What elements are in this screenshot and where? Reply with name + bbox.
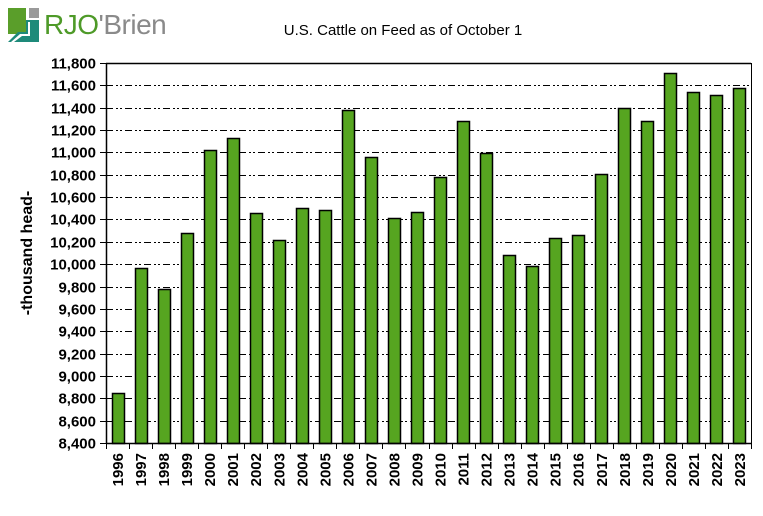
y-tick-label: 11,400 [51,101,96,118]
x-tick-label: 2015 [548,453,565,486]
x-tick-label: 2022 [709,453,726,486]
y-tick-label: 9,400 [58,324,96,341]
y-tick-label: 9,600 [58,302,96,319]
x-tick-label: 2006 [340,453,357,486]
bar-1997 [134,267,149,445]
x-tick-label: 2004 [294,452,311,486]
bar-2002 [249,212,264,445]
y-tick-label: 9,000 [58,369,96,386]
bar-2016 [571,234,586,445]
x-tick-label: 1997 [133,453,150,486]
y-tick-label: 10,800 [50,168,96,185]
chart-title: U.S. Cattle on Feed as of October 1 [284,22,522,39]
bar-2014 [525,265,540,445]
y-tick-label: 8,600 [58,414,96,431]
x-tick-label: 2019 [640,453,657,486]
axes [100,62,752,449]
bar-2001 [226,137,241,445]
x-tick-label: 2001 [225,453,242,486]
x-tick-label: 2000 [202,453,219,486]
x-tick-label: 2012 [479,453,496,486]
x-tick-label: 2005 [317,453,334,486]
x-tick-label: 2020 [663,453,680,486]
y-tick-label: 8,400 [58,436,96,453]
bar-2007 [364,156,379,445]
x-tick-label: 2018 [617,453,634,486]
bar-1996 [111,392,126,445]
bar-2008 [387,217,402,445]
bar-2017 [594,173,609,445]
bar-2009 [410,211,425,445]
bar-2000 [203,149,218,445]
bar-2005 [318,209,333,445]
x-tick-label: 2010 [433,453,450,486]
x-tick-label: 2017 [594,453,611,486]
y-tick-label: 8,800 [58,391,96,408]
x-tick-label: 1998 [156,453,173,486]
bar-2006 [341,109,356,445]
rjobrien-logo: RJO'Brien [8,8,167,42]
x-tick-label: 1996 [110,453,127,486]
bar-2010 [433,176,448,445]
y-tick-label: 11,800 [51,56,96,73]
logo-mark-icon [8,8,39,42]
bar-2013 [502,254,517,445]
bar-2018 [617,107,632,445]
bar-1999 [180,232,195,445]
x-tick-label: 2014 [525,452,542,486]
bar-2012 [479,152,494,445]
bar-2022 [709,94,724,445]
x-tick-label: 2016 [571,453,588,486]
bar-2021 [686,91,701,445]
y-tick-label: 9,200 [58,347,96,364]
y-tick-label: 9,800 [58,280,96,297]
x-tick-label: 2021 [686,453,703,486]
logo-text-rjo: RJO [44,9,99,40]
bar-2004 [295,207,310,445]
y-tick-label: 10,600 [50,190,96,207]
x-tick-label: 1999 [179,453,196,486]
x-tick-label: 2002 [248,453,265,486]
bar-2015 [548,237,563,445]
y-tick-labels: 8,400 8,600 8,800 9,000 9,200 9,400 9,600 9,800… [50,56,96,453]
y-tick-label: 10,000 [50,257,96,274]
y-tick-label: 10,400 [50,212,96,229]
x-tick-label: 2011 [456,453,473,486]
bar-2003 [272,239,287,445]
y-axis-label: -thousand head- [19,191,36,315]
x-tick-label: 2003 [271,453,288,486]
bars [111,72,747,445]
bar-1998 [157,288,172,445]
x-tick-label: 2008 [386,453,403,486]
bar-2023 [732,87,747,445]
bar-2019 [640,120,655,445]
x-tick-labels: 1996 1997 1998 1999 2000 2001 2002 2003 2004 2005… [110,452,749,486]
x-tick-label: 2009 [409,453,426,486]
x-tick-label: 2007 [363,453,380,486]
y-tick-label: 10,200 [50,235,96,252]
x-tick-label: 2013 [502,453,519,486]
bar-2011 [456,120,471,445]
y-tick-label: 11,000 [51,145,96,162]
y-tick-label: 11,200 [51,123,96,140]
bar-2020 [663,72,678,445]
y-tick-label: 11,600 [51,78,96,95]
logo-text: RJO'Brien [44,8,167,42]
logo-text-brien: 'Brien [98,9,167,40]
x-tick-label: 2023 [732,453,749,486]
